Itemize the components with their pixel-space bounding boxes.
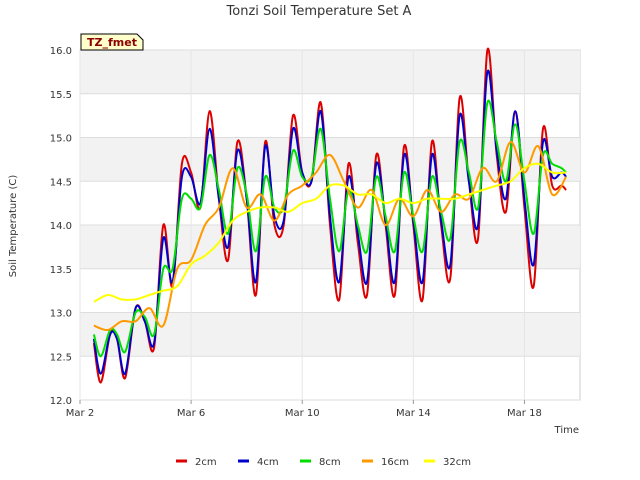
x-tick-label: Mar 2	[66, 408, 94, 419]
plot-band	[80, 50, 580, 94]
y-tick-label: 14.0	[50, 221, 72, 232]
site-tag: TZ_fmet	[80, 33, 144, 51]
legend-label-2cm: 2cm	[195, 457, 217, 468]
series-line-32cm	[93, 162, 567, 303]
plot-band	[80, 137, 580, 182]
x-tick-label: Mar 10	[285, 408, 320, 419]
y-axis-label: Soil Temperature (C)	[8, 175, 19, 278]
y-tick-label: 13.5	[50, 265, 72, 276]
y-tick-label: 15.5	[50, 90, 72, 101]
y-tick-label: 16.0	[50, 46, 72, 57]
legend: 2cm 4cm 8cm 16cm 32cm	[176, 457, 471, 468]
site-tag-box	[80, 33, 144, 51]
y-tick-label: 13.0	[50, 309, 72, 320]
x-tick-label: Mar 18	[507, 408, 542, 419]
plot-band	[80, 312, 580, 357]
x-axis-ticks: Mar 2 Mar 6 Mar 10 Mar 14 Mar 18	[66, 400, 542, 419]
y-tick-label: 14.5	[50, 177, 72, 188]
site-tag-text: TZ_fmet	[87, 36, 137, 49]
chart-title: Tonzi Soil Temperature Set A	[226, 4, 412, 19]
y-axis-ticks: 12.0 12.5 13.0 13.5 14.0 14.5 15.0 15.5 16.0	[50, 46, 72, 407]
x-tick-label: Mar 6	[177, 408, 205, 419]
y-tick-label: 12.5	[50, 352, 72, 363]
legend-label-4cm: 4cm	[257, 457, 279, 468]
y-tick-label: 15.0	[50, 134, 72, 145]
series-line-8cm	[92, 99, 567, 358]
x-tick-label: Mar 14	[396, 408, 431, 419]
legend-label-8cm: 8cm	[319, 457, 341, 468]
legend-label-32cm: 32cm	[443, 457, 471, 468]
series-line-16cm	[93, 140, 567, 332]
y-tick-label: 12.0	[50, 396, 72, 407]
series-layer	[92, 47, 567, 384]
x-axis-label: Time	[554, 425, 579, 436]
legend-label-16cm: 16cm	[381, 457, 409, 468]
